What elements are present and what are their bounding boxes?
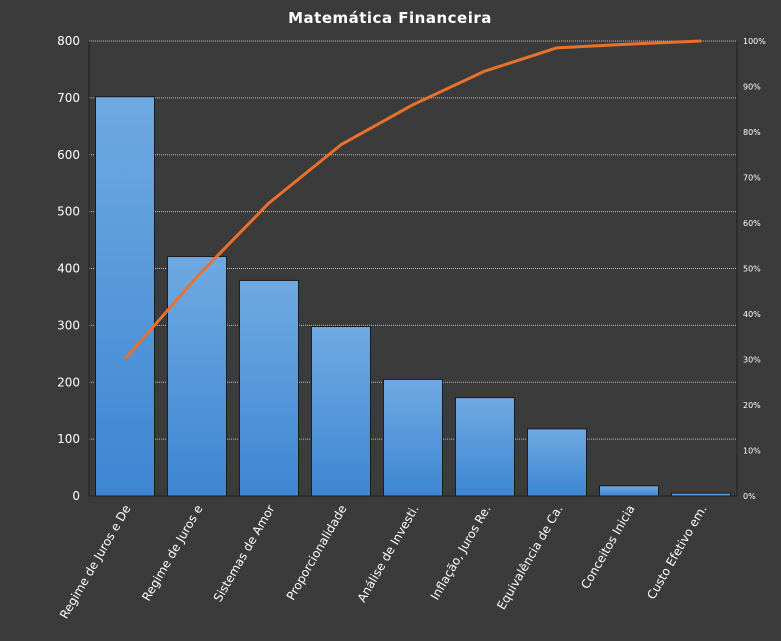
bars bbox=[94, 96, 732, 497]
x-tick-label: Conceitos Inicia bbox=[578, 503, 637, 592]
y2-tick-label: 100% bbox=[743, 37, 766, 46]
y-tick-label: 0 bbox=[72, 489, 80, 503]
y-tick-label: 700 bbox=[57, 91, 80, 105]
bar bbox=[310, 326, 372, 497]
bar bbox=[526, 428, 588, 497]
bar bbox=[382, 378, 444, 497]
cumulative-line bbox=[123, 39, 702, 361]
y2-tick-label: 80% bbox=[743, 128, 761, 137]
cumulative-percent-line bbox=[123, 39, 702, 361]
chart-title: Matemática Financeira bbox=[288, 9, 492, 27]
x-tick-label: Proporcionalidade bbox=[284, 503, 350, 603]
y2-tick-label: 40% bbox=[743, 310, 761, 319]
bar bbox=[454, 397, 516, 497]
y-axis-left: 0 100 200 300 400 500 600 700 800 bbox=[57, 34, 80, 503]
y-tick-label: 600 bbox=[57, 148, 80, 162]
y2-tick-label: 0% bbox=[743, 492, 756, 501]
y-tick-label: 800 bbox=[57, 34, 80, 48]
y-tick-label: 100 bbox=[57, 432, 80, 446]
x-tick-label: Regime de Juros e De bbox=[57, 503, 134, 622]
bar bbox=[94, 96, 156, 497]
y2-tick-label: 10% bbox=[743, 447, 761, 456]
x-tick-label: Custo Efetivo em. bbox=[644, 503, 709, 602]
x-axis: Regime de Juros e De Regime de Juros e Sis… bbox=[57, 502, 710, 621]
y2-tick-label: 90% bbox=[743, 83, 761, 92]
y-tick-label: 500 bbox=[57, 205, 80, 219]
y2-tick-label: 50% bbox=[743, 265, 761, 274]
x-tick-label: Sistemas de Amor bbox=[211, 502, 278, 604]
y2-tick-label: 60% bbox=[743, 219, 761, 228]
y-tick-label: 400 bbox=[57, 262, 80, 276]
y-axis-right: 0% 10% 20% 30% 40% 50% 60% 70% 80% 90% 100% bbox=[743, 37, 766, 501]
y2-tick-label: 70% bbox=[743, 174, 761, 183]
bar bbox=[670, 492, 732, 497]
bar bbox=[166, 256, 228, 497]
y2-tick-label: 20% bbox=[743, 401, 761, 410]
bar bbox=[238, 279, 300, 497]
x-tick-label: Análise de Investi. bbox=[355, 503, 422, 605]
x-tick-label: Inflação, Juros Re. bbox=[428, 503, 494, 603]
x-tick-label: Regime de Juros e bbox=[139, 503, 205, 604]
x-tick-label: Equivalência de Ca. bbox=[494, 503, 565, 613]
y-tick-label: 300 bbox=[57, 318, 80, 332]
y2-tick-label: 30% bbox=[743, 356, 761, 365]
y-tick-label: 200 bbox=[57, 375, 80, 389]
bar bbox=[598, 485, 660, 497]
